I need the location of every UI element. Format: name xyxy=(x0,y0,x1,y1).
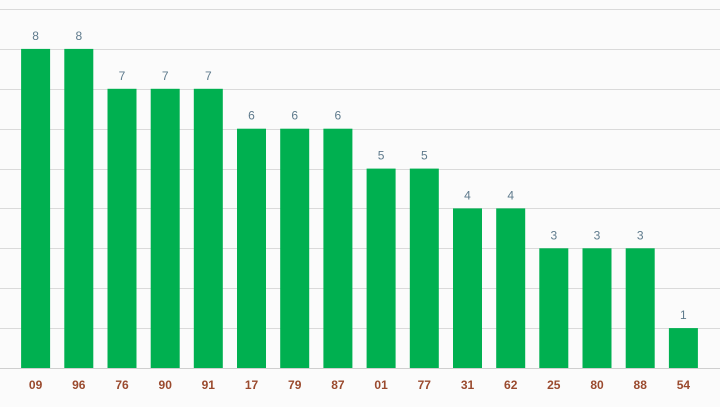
tick-label-09: 09 xyxy=(29,378,43,392)
value-label-62: 4 xyxy=(507,188,514,202)
tick-label-31: 31 xyxy=(461,378,475,392)
value-labels: 8 8 7 7 7 6 6 6 5 5 4 4 3 3 3 1 xyxy=(32,29,687,322)
value-label-25: 3 xyxy=(550,228,557,242)
bar-77 xyxy=(409,168,439,368)
value-label-90: 7 xyxy=(162,69,169,83)
tick-label-01: 01 xyxy=(374,378,388,392)
tick-label-80: 80 xyxy=(590,378,604,392)
value-label-79: 6 xyxy=(291,109,298,123)
tick-label-77: 77 xyxy=(418,378,432,392)
bar-62 xyxy=(496,208,526,368)
bar-87 xyxy=(323,128,353,368)
tick-label-25: 25 xyxy=(547,378,561,392)
value-label-91: 7 xyxy=(205,69,212,83)
bar-96 xyxy=(64,48,94,369)
value-label-96: 8 xyxy=(75,29,82,43)
bar-25 xyxy=(539,248,569,368)
tick-label-87: 87 xyxy=(331,378,345,392)
value-label-76: 7 xyxy=(119,69,126,83)
tick-label-76: 76 xyxy=(115,378,129,392)
tick-label-96: 96 xyxy=(72,378,86,392)
value-label-09: 8 xyxy=(32,29,39,43)
bar-80 xyxy=(582,248,612,368)
value-label-80: 3 xyxy=(594,228,601,242)
tick-label-79: 79 xyxy=(288,378,302,392)
bar-90 xyxy=(150,88,180,369)
value-label-17: 6 xyxy=(248,109,255,123)
value-label-88: 3 xyxy=(637,228,644,242)
bars xyxy=(21,48,698,369)
tick-label-91: 91 xyxy=(202,378,216,392)
tick-label-62: 62 xyxy=(504,378,518,392)
bar-31 xyxy=(453,208,482,368)
tick-label-88: 88 xyxy=(634,378,648,392)
bar-91 xyxy=(193,88,223,369)
bar-88 xyxy=(625,248,655,368)
value-label-87: 6 xyxy=(335,109,342,123)
x-axis-tick-labels: 09 96 76 90 91 17 79 87 01 77 31 62 25 80 88 54 xyxy=(29,378,690,392)
bar-54 xyxy=(668,328,698,368)
value-label-54: 1 xyxy=(680,308,687,322)
tick-label-17: 17 xyxy=(245,378,259,392)
bar-09 xyxy=(21,48,51,369)
bar-79 xyxy=(280,128,310,368)
bar-17 xyxy=(237,128,266,368)
value-label-31: 4 xyxy=(464,188,471,202)
value-label-77: 5 xyxy=(421,149,428,163)
tick-label-90: 90 xyxy=(159,378,173,392)
value-label-01: 5 xyxy=(378,149,385,163)
bar-76 xyxy=(107,88,137,369)
tick-label-54: 54 xyxy=(677,378,691,392)
bar-01 xyxy=(366,168,396,368)
